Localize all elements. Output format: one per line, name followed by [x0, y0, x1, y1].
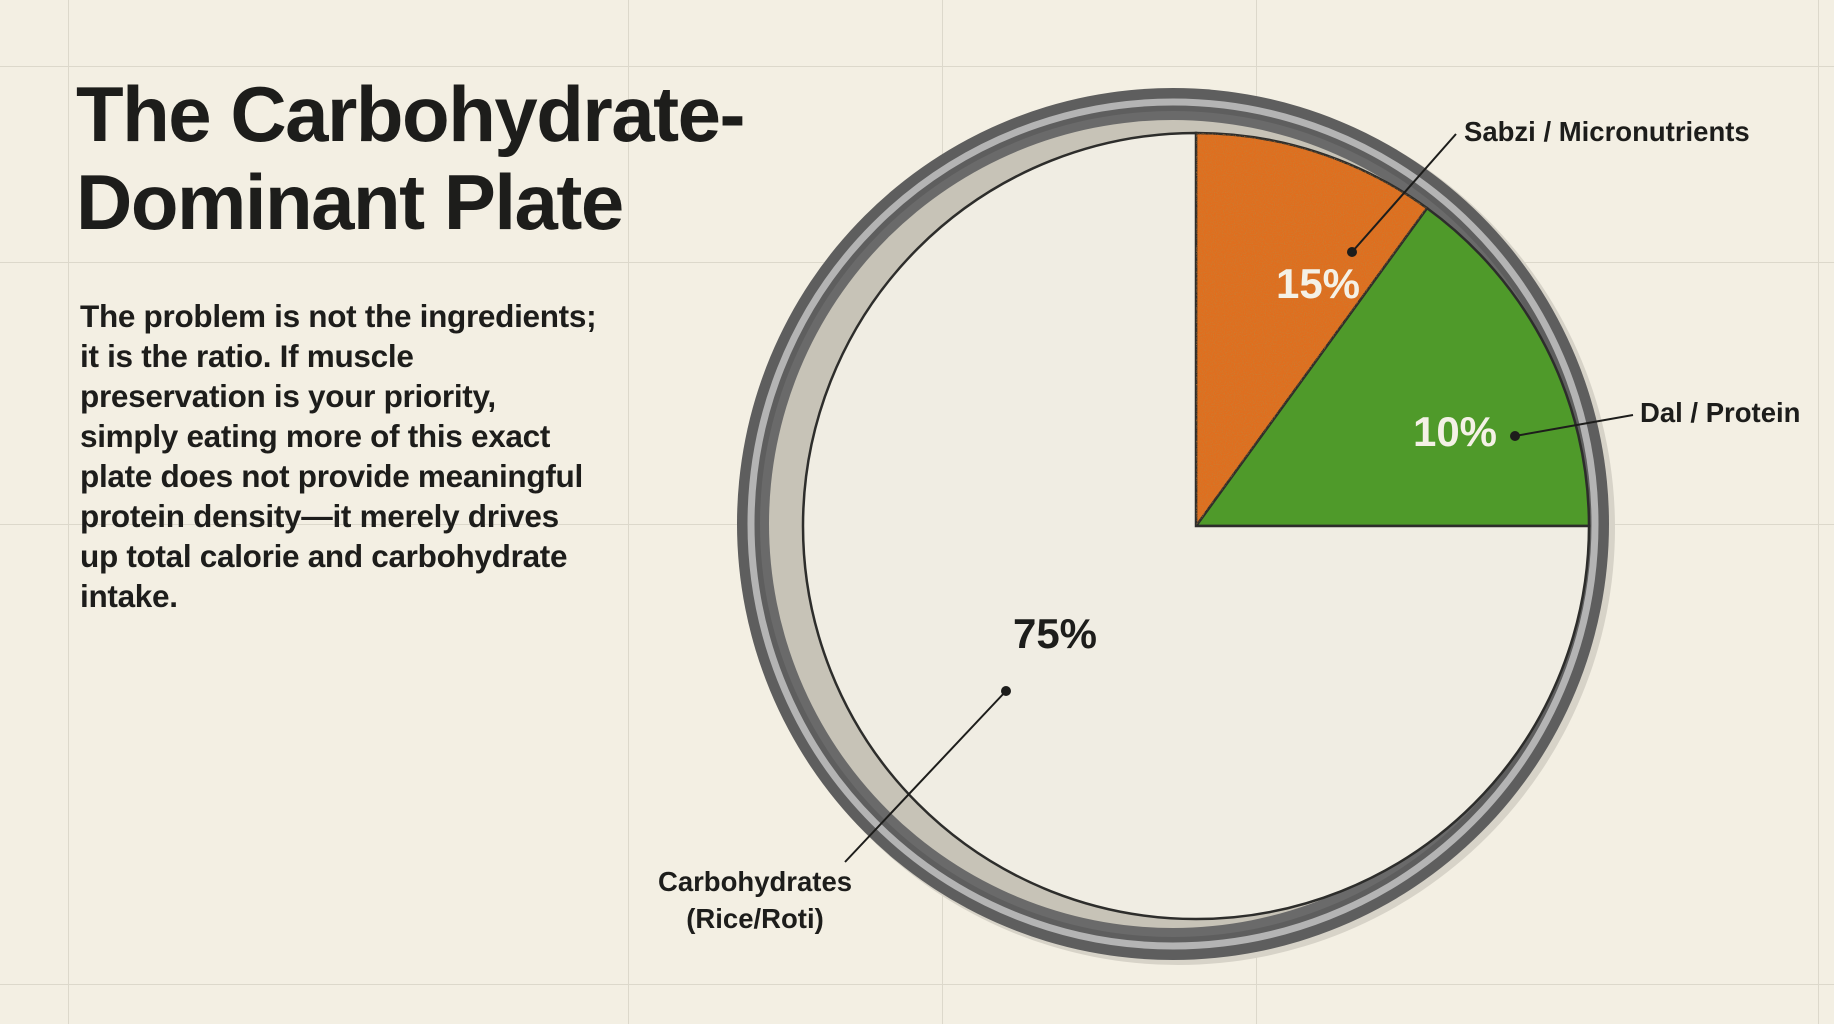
- leader-dot-dal: [1510, 431, 1520, 441]
- leader-dot-sabzi: [1347, 247, 1357, 257]
- leader-line-sabzi: [1351, 133, 1457, 253]
- pie-slice-sabzi: [1193, 206, 1591, 528]
- grid-line: [1818, 0, 1819, 1024]
- leader-line-carbohydrates: [844, 690, 1007, 863]
- slice-name-dal: Dal / Protein: [1640, 397, 1800, 428]
- slice-name-sabzi: Sabzi / Micronutrients: [1464, 116, 1750, 147]
- leader-line-dal: [1514, 414, 1634, 437]
- leader-dot-carbohydrates: [1001, 686, 1011, 696]
- plate-rim-highlight: [747, 98, 1599, 950]
- body-paragraph: The problem is not the ingredients; it i…: [80, 298, 597, 614]
- title-line-1: The Carbohydrate-: [76, 70, 745, 158]
- slice-name-carbohydrates: Carbohydrates (Rice/Roti): [658, 866, 852, 934]
- grid-line: [68, 0, 69, 1024]
- slice-value-sabzi: 15%: [1276, 260, 1360, 307]
- title-line-2: Dominant Plate: [76, 158, 624, 246]
- page-title: The Carbohydrate- Dominant Plate: [76, 70, 745, 246]
- grid-line: [0, 984, 1834, 985]
- grid-line: [0, 66, 1834, 67]
- slice-value-dal: 10%: [1413, 408, 1497, 455]
- pie-slice-carbohydrates: [801, 131, 1591, 921]
- grid-line: [628, 0, 629, 1024]
- slice-value-carbohydrates: 75%: [1013, 610, 1097, 657]
